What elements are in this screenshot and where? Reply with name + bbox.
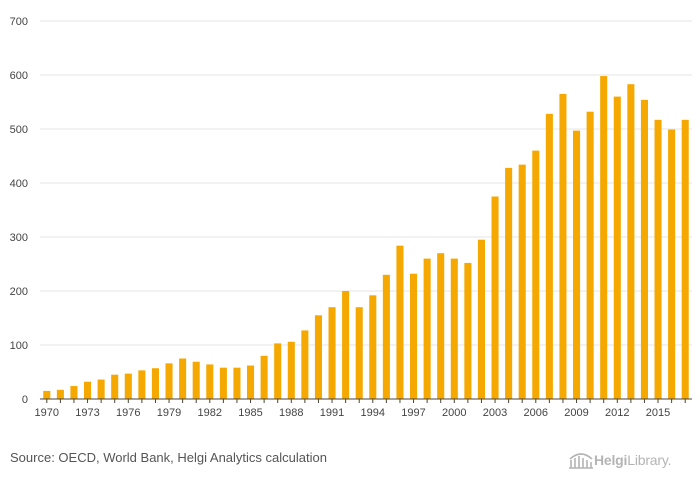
helgilibrary-logo: HelgiLibrary. — [568, 449, 671, 471]
x-tick-label: 1970 — [35, 407, 59, 419]
bar-2000 — [450, 258, 458, 399]
bar-1993 — [355, 307, 363, 399]
gridlines — [40, 20, 692, 346]
bar-2013 — [627, 84, 635, 400]
bar-1994 — [369, 295, 377, 399]
x-tick-label: 1985 — [238, 407, 262, 419]
bars — [43, 76, 689, 400]
bar-2006 — [532, 150, 540, 399]
x-tick-label: 2012 — [605, 407, 629, 419]
bar-1985 — [247, 365, 255, 399]
bar-1988 — [287, 341, 295, 399]
bar-2001 — [464, 262, 472, 399]
bar-1978 — [151, 368, 159, 399]
bar-1987 — [274, 343, 282, 399]
x-tick-label: 1973 — [75, 407, 99, 419]
bar-2003 — [491, 196, 499, 399]
bar-2014 — [640, 99, 648, 399]
x-tick-label: 1988 — [279, 407, 303, 419]
x-tick-label: 1976 — [116, 407, 140, 419]
library-building-icon — [569, 453, 593, 469]
bar-1975 — [111, 374, 119, 399]
bar-1991 — [328, 307, 336, 399]
bar-1973 — [84, 381, 92, 399]
logo-wordmark: HelgiLibrary. — [594, 452, 672, 468]
bar-1997 — [410, 273, 418, 399]
x-tick-label: 1994 — [361, 407, 385, 419]
x-tick-label: 2000 — [442, 407, 466, 419]
bar-1998 — [423, 258, 431, 399]
y-tick-label: 600 — [10, 70, 28, 82]
bar-1999 — [437, 253, 445, 399]
x-tick-label: 1982 — [198, 407, 222, 419]
bar-1996 — [396, 245, 404, 399]
bar-1990 — [314, 315, 322, 399]
bar-1979 — [165, 363, 173, 399]
bar-1992 — [342, 291, 350, 399]
bar-2009 — [573, 130, 581, 399]
bar-2015 — [654, 119, 662, 399]
bar-1981 — [192, 361, 200, 399]
bar-2005 — [518, 164, 526, 399]
bar-1977 — [138, 370, 146, 399]
y-tick-label: 500 — [10, 124, 28, 136]
bar-1984 — [233, 367, 241, 399]
bar-1995 — [382, 274, 390, 399]
x-axis-ticks: 1970 1973 1976 1979 1982 1985 1988 1991 1994 1997… — [35, 399, 686, 419]
y-tick-label: 0 — [22, 394, 28, 406]
bar-1980 — [179, 358, 187, 399]
bar-2017 — [681, 119, 689, 399]
bar-1989 — [301, 330, 309, 399]
bar-1986 — [260, 355, 268, 399]
bar-2002 — [477, 239, 485, 399]
y-tick-label: 100 — [10, 340, 28, 352]
bar-2010 — [586, 111, 594, 399]
y-tick-label: 300 — [10, 232, 28, 244]
bar-1972 — [70, 386, 78, 399]
bar-2004 — [505, 167, 513, 399]
y-tick-label: 200 — [10, 286, 28, 298]
x-tick-label: 1997 — [401, 407, 425, 419]
bar-2008 — [559, 93, 567, 400]
source-note: Source: OECD, World Bank, Helgi Analytic… — [10, 450, 327, 465]
x-tick-label: 1979 — [157, 407, 181, 419]
x-tick-label: 2003 — [483, 407, 507, 419]
y-axis-ticks: 0 100 200 300 400 500 600 700 — [10, 16, 28, 406]
bar-2011 — [600, 76, 608, 399]
y-tick-label: 700 — [10, 16, 28, 28]
bar-1971 — [56, 389, 64, 399]
bar-2016 — [668, 129, 676, 400]
bar-2012 — [613, 96, 621, 399]
bar-2007 — [545, 113, 553, 399]
x-tick-label: 1991 — [320, 407, 344, 419]
x-tick-label: 2009 — [564, 407, 588, 419]
bar-1983 — [219, 367, 227, 399]
x-tick-label: 2006 — [524, 407, 548, 419]
bar-1974 — [97, 379, 105, 399]
y-tick-label: 400 — [10, 178, 28, 190]
bar-1970 — [43, 390, 51, 399]
x-tick-label: 2015 — [646, 407, 670, 419]
bar-1976 — [124, 373, 132, 399]
bar-1982 — [206, 364, 214, 399]
